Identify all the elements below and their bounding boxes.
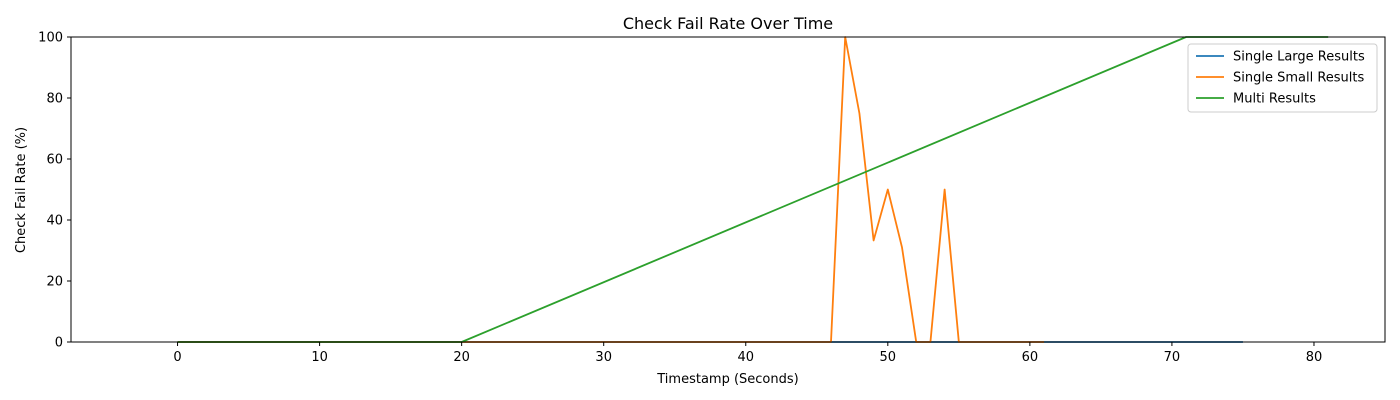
x-tick-label: 50 xyxy=(880,350,897,365)
x-tick-label: 60 xyxy=(1022,350,1039,365)
legend-label: Multi Results xyxy=(1233,92,1316,107)
x-tick-label: 40 xyxy=(737,350,754,365)
chart-title: Check Fail Rate Over Time xyxy=(623,14,833,33)
x-tick-label: 0 xyxy=(173,350,181,365)
y-tick-label: 0 xyxy=(55,336,63,351)
series-line-2 xyxy=(177,36,1045,343)
x-tick-label: 20 xyxy=(453,350,470,365)
x-tick-label: 30 xyxy=(595,350,612,365)
y-tick-label: 60 xyxy=(46,153,63,168)
y-axis-title: Check Fail Rate (%) xyxy=(14,127,29,253)
legend-label: Single Large Results xyxy=(1233,50,1365,65)
plot-lines xyxy=(177,36,1329,343)
y-tick-label: 100 xyxy=(38,31,63,46)
x-tick-label: 70 xyxy=(1164,350,1181,365)
series-line-3 xyxy=(177,36,1329,343)
x-axis: 0 10 20 30 40 50 60 70 80 xyxy=(173,342,1322,365)
y-tick-label: 20 xyxy=(46,275,63,290)
y-tick-label: 40 xyxy=(46,214,63,229)
x-axis-title: Timestamp (Seconds) xyxy=(656,372,798,387)
y-tick-label: 80 xyxy=(46,92,63,107)
plot-frame xyxy=(70,36,1386,343)
legend-label: Single Small Results xyxy=(1233,71,1365,86)
y-axis: 0 20 40 60 80 100 xyxy=(38,31,71,351)
legend: Single Large Results Single Small Results… xyxy=(1187,43,1378,113)
x-tick-label: 80 xyxy=(1306,350,1323,365)
legend-box xyxy=(1187,43,1378,113)
x-tick-label: 10 xyxy=(311,350,328,365)
